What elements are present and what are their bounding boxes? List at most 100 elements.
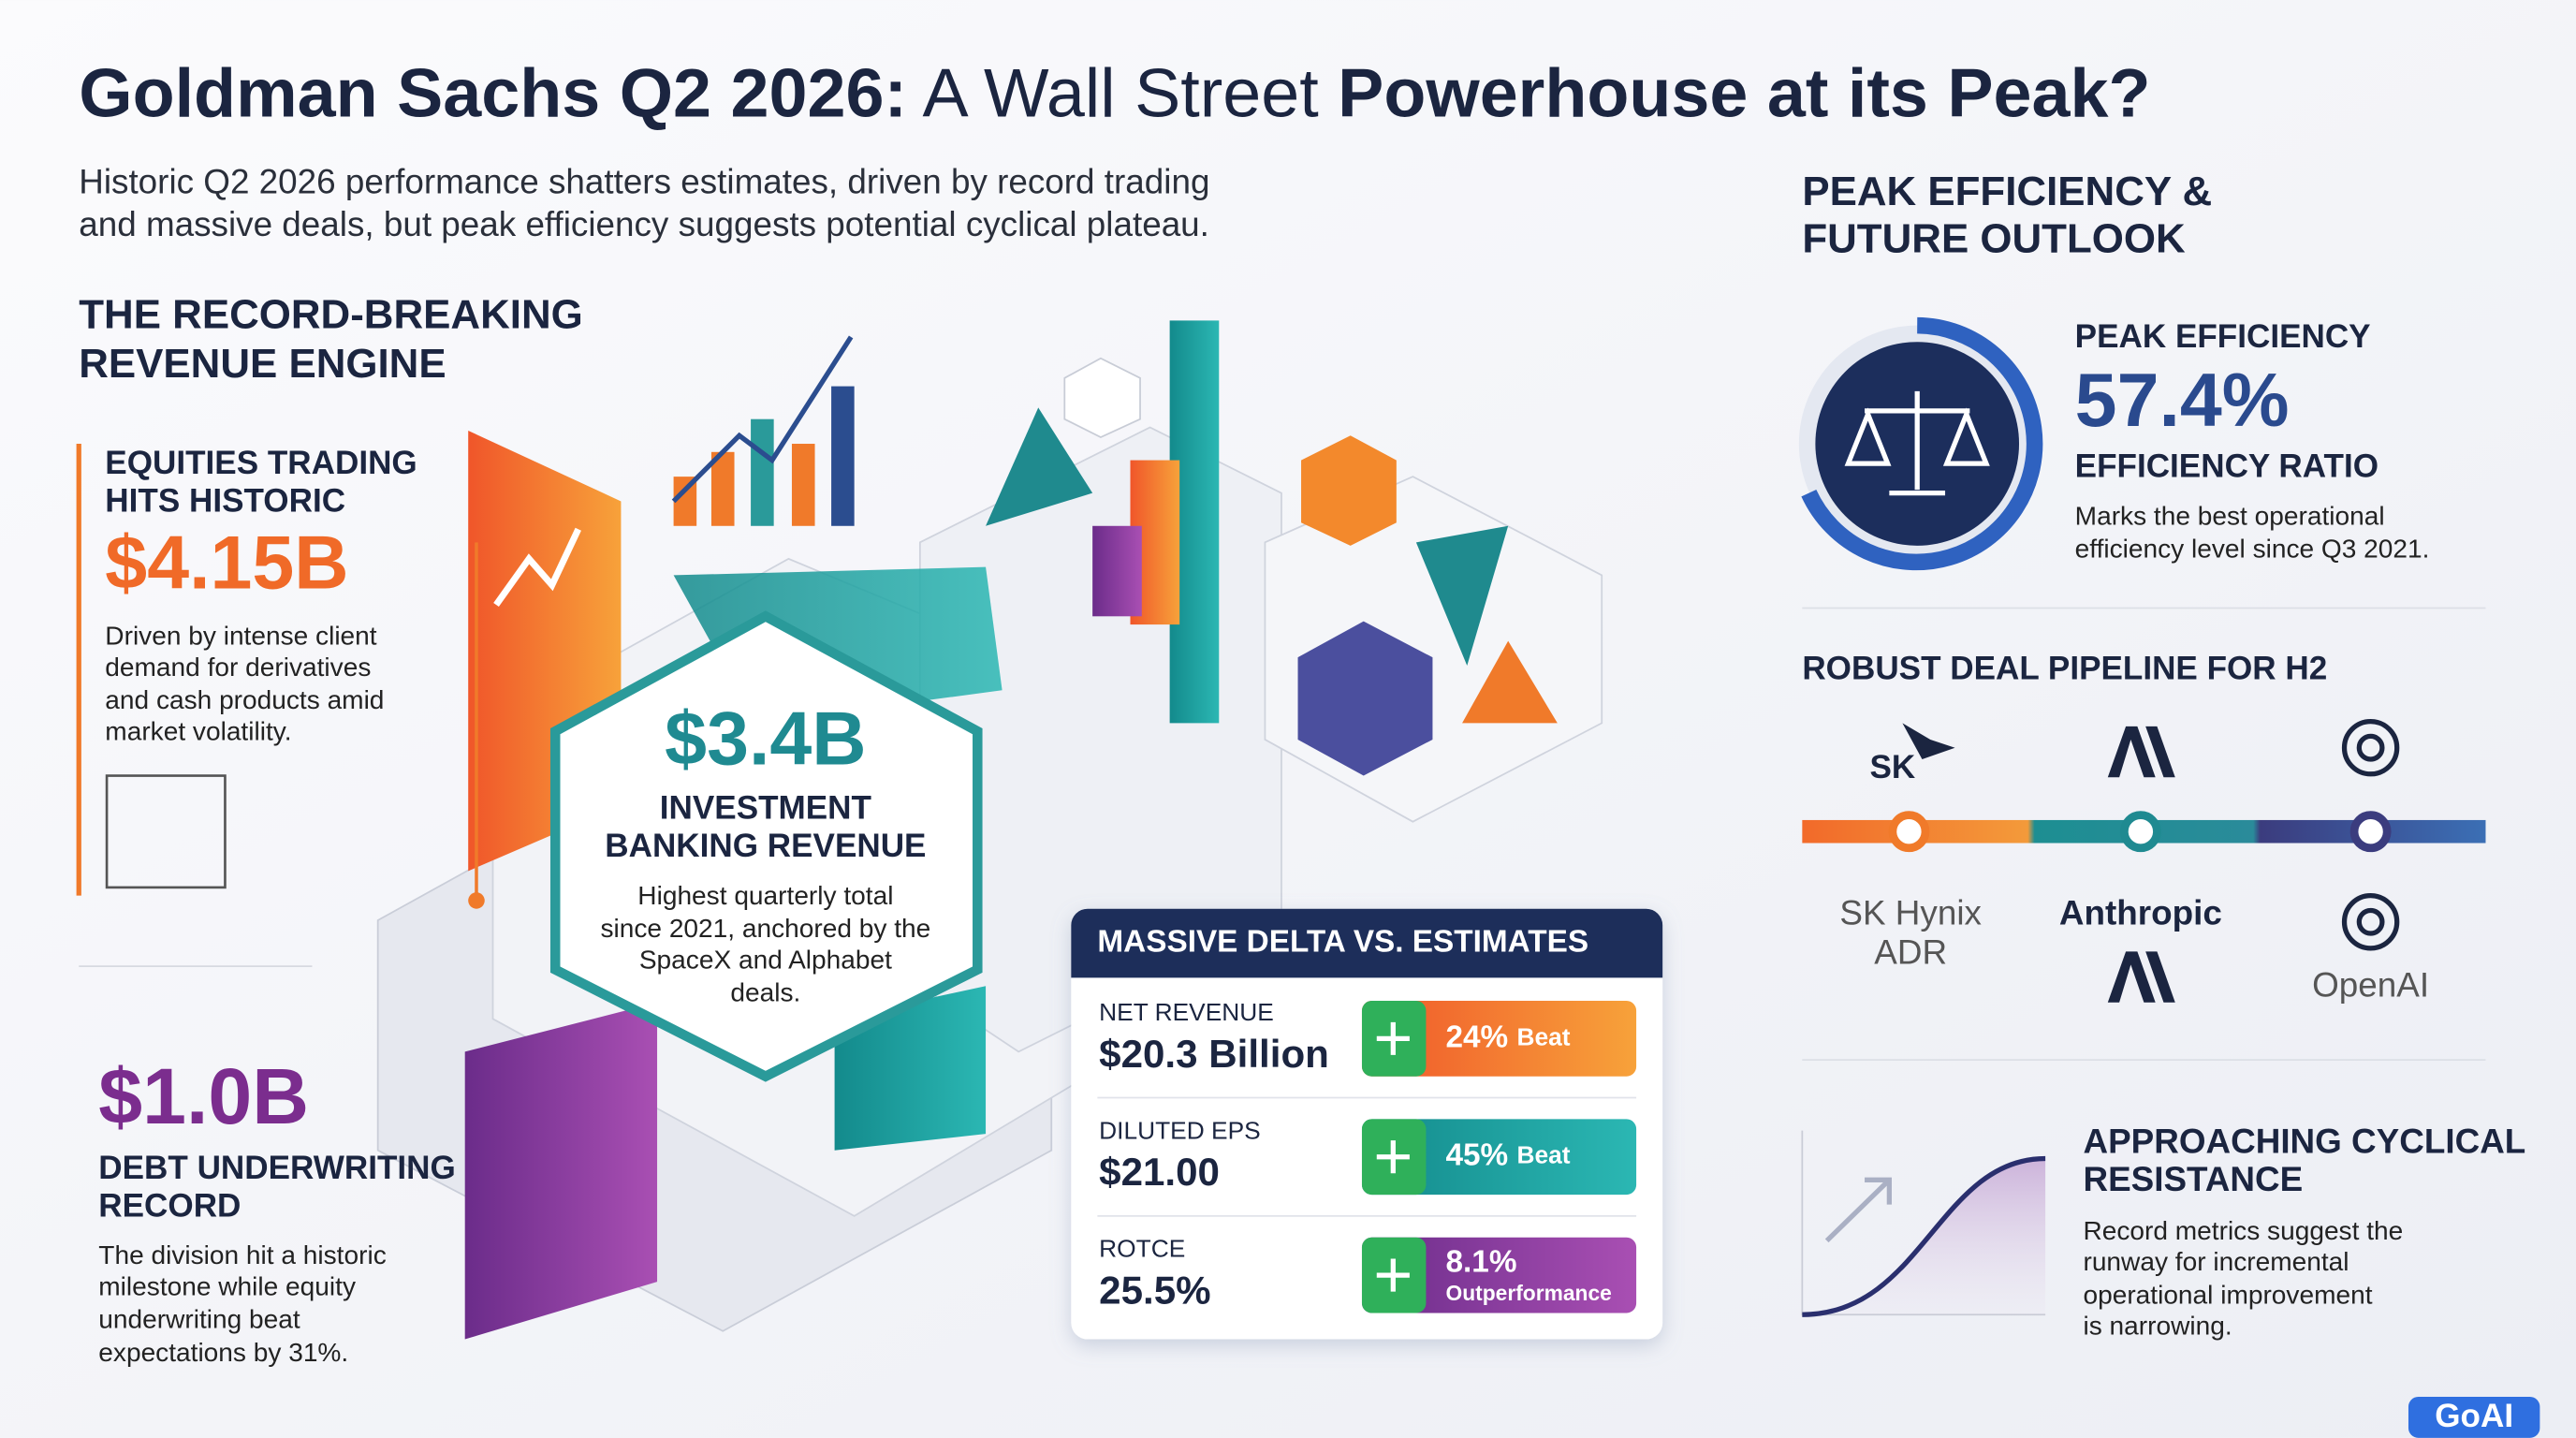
equities-heading: HITS HISTORIC [105, 482, 345, 519]
shape [2107, 951, 2156, 1003]
ib-value: $3.4B [665, 697, 866, 782]
badge-value: 45% [1445, 1138, 1508, 1173]
bar-icon [1092, 525, 1142, 617]
anthropic-logo [2107, 726, 2175, 778]
badge-word: Beat [1516, 1022, 1570, 1050]
icon [493, 527, 581, 608]
badge-value: 8.1% [1445, 1245, 1516, 1280]
ib-description: deals. [730, 977, 800, 1006]
badge [1361, 1119, 1637, 1196]
ib-description: SpaceX and Alphabet [639, 945, 892, 974]
ring-arc [1801, 316, 2043, 571]
openai-logo [2341, 719, 2400, 777]
plus-icon [1376, 1021, 1410, 1055]
debt-value: $1.0B [98, 1052, 309, 1140]
bar-icon [751, 418, 774, 526]
shape [2107, 726, 2156, 778]
section-heading: PEAK EFFICIENCY & [1802, 169, 2212, 214]
resistance-description: runway for incremental [2083, 1247, 2349, 1276]
row-value: $20.3 Billion [1099, 1032, 1329, 1076]
equities-description: and cash products amid [105, 685, 384, 714]
badge-word: Outperformance [1445, 1281, 1611, 1305]
ib-description: Highest quarterly total [637, 881, 893, 910]
shape [2145, 726, 2175, 778]
gem [1415, 525, 1509, 666]
resistance-description: is narrowing. [2083, 1312, 2232, 1341]
debt-description: The division hit a historic [98, 1240, 386, 1269]
icon [105, 774, 227, 889]
ribbon [464, 1002, 658, 1340]
curve [1802, 1155, 2046, 1317]
pyramid [986, 407, 1093, 526]
equities-value: $4.15B [105, 521, 348, 606]
sk-logo-mark [1902, 723, 1955, 759]
subtitle: and massive deals, but peak efficiency s… [79, 205, 1209, 243]
resistance-heading: APPROACHING CYCLICAL [2083, 1122, 2525, 1160]
equities-description: demand for derivatives [105, 653, 371, 682]
equities-description: Driven by intense client [105, 622, 376, 651]
badge-value: 24% [1445, 1020, 1508, 1054]
plus-icon [1376, 1140, 1410, 1174]
openai-logo [2341, 893, 2400, 951]
scales-icon [1844, 390, 1990, 496]
title: Goldman Sachs Q2 2026: A Wall Street Pow… [79, 54, 2150, 132]
row-value: $21.00 [1099, 1150, 1220, 1194]
shape [2356, 733, 2385, 762]
pipeline-name: ADR [1874, 933, 1947, 972]
shape [2341, 893, 2400, 951]
timeline-node [2349, 811, 2392, 853]
bar-icon [831, 386, 855, 526]
debt-heading: DEBT UNDERWRITING [98, 1150, 455, 1186]
subtitle: Historic Q2 2026 performance shatters es… [79, 162, 1209, 200]
debt-description: expectations by 31%. [98, 1338, 348, 1367]
ib-heading: BANKING REVENUE [605, 828, 926, 864]
debt-description: milestone while equity [98, 1272, 356, 1301]
timeline-node [1888, 811, 1930, 853]
efficiency-label: PEAK EFFICIENCY [2075, 318, 2371, 355]
shape [2145, 951, 2175, 1003]
efficiency-value: 57.4% [2075, 359, 2290, 443]
illustration [76, 320, 1603, 1340]
trend-arrow [671, 335, 854, 504]
watermark-badge [2408, 1396, 2540, 1438]
shape [2341, 719, 2400, 777]
bar-icon [791, 444, 815, 526]
curve-area [1802, 1158, 2046, 1315]
bar-icon [710, 451, 735, 526]
cube [1063, 357, 1141, 438]
watermark: GoAI [2435, 1398, 2513, 1434]
plus-icon [1376, 1258, 1410, 1292]
card-title: MASSIVE DELTA VS. ESTIMATES [1097, 924, 1588, 959]
shape [1844, 407, 1990, 466]
efficiency-description: efficiency level since Q3 2021. [2075, 535, 2430, 564]
pipeline-heading: ROBUST DEAL PIPELINE FOR H2 [1802, 650, 2327, 686]
title-part: Powerhouse at its Peak? [1338, 54, 2150, 132]
section-heading: FUTURE OUTLOOK [1802, 216, 2186, 262]
efficiency-sublabel: EFFICIENCY RATIO [2075, 448, 2378, 485]
efficiency-description: Marks the best operational [2075, 501, 2385, 530]
row-label: ROTCE [1099, 1235, 1185, 1263]
row-label: DILUTED EPS [1099, 1116, 1261, 1144]
shape [2356, 907, 2385, 936]
badge [1361, 1001, 1637, 1077]
section-heading: REVENUE ENGINE [79, 341, 446, 387]
equities-heading: EQUITIES TRADING [105, 445, 417, 481]
timeline-node [2119, 811, 2161, 853]
badge [1361, 1237, 1637, 1313]
resistance-description: Record metrics suggest the [2083, 1216, 2403, 1245]
equities-description: market volatility. [105, 716, 291, 745]
resistance-description: operational improvement [2083, 1280, 2372, 1309]
pipeline-name: SK Hynix [1839, 893, 1982, 932]
arrow [1824, 1177, 1892, 1243]
section-heading: THE RECORD-BREAKING [79, 291, 583, 337]
cube [1301, 435, 1397, 546]
sk-logo: SK [1869, 749, 1915, 785]
cube [1297, 621, 1433, 776]
debt-description: underwriting beat [98, 1305, 300, 1334]
ib-description: since 2021, anchored by the [600, 914, 930, 943]
row-label: NET REVENUE [1099, 998, 1274, 1026]
badge-text: 24% Beat [1445, 1020, 1570, 1054]
resistance-chart [1801, 1130, 2046, 1317]
badge-text: 45% Beat [1445, 1138, 1570, 1173]
